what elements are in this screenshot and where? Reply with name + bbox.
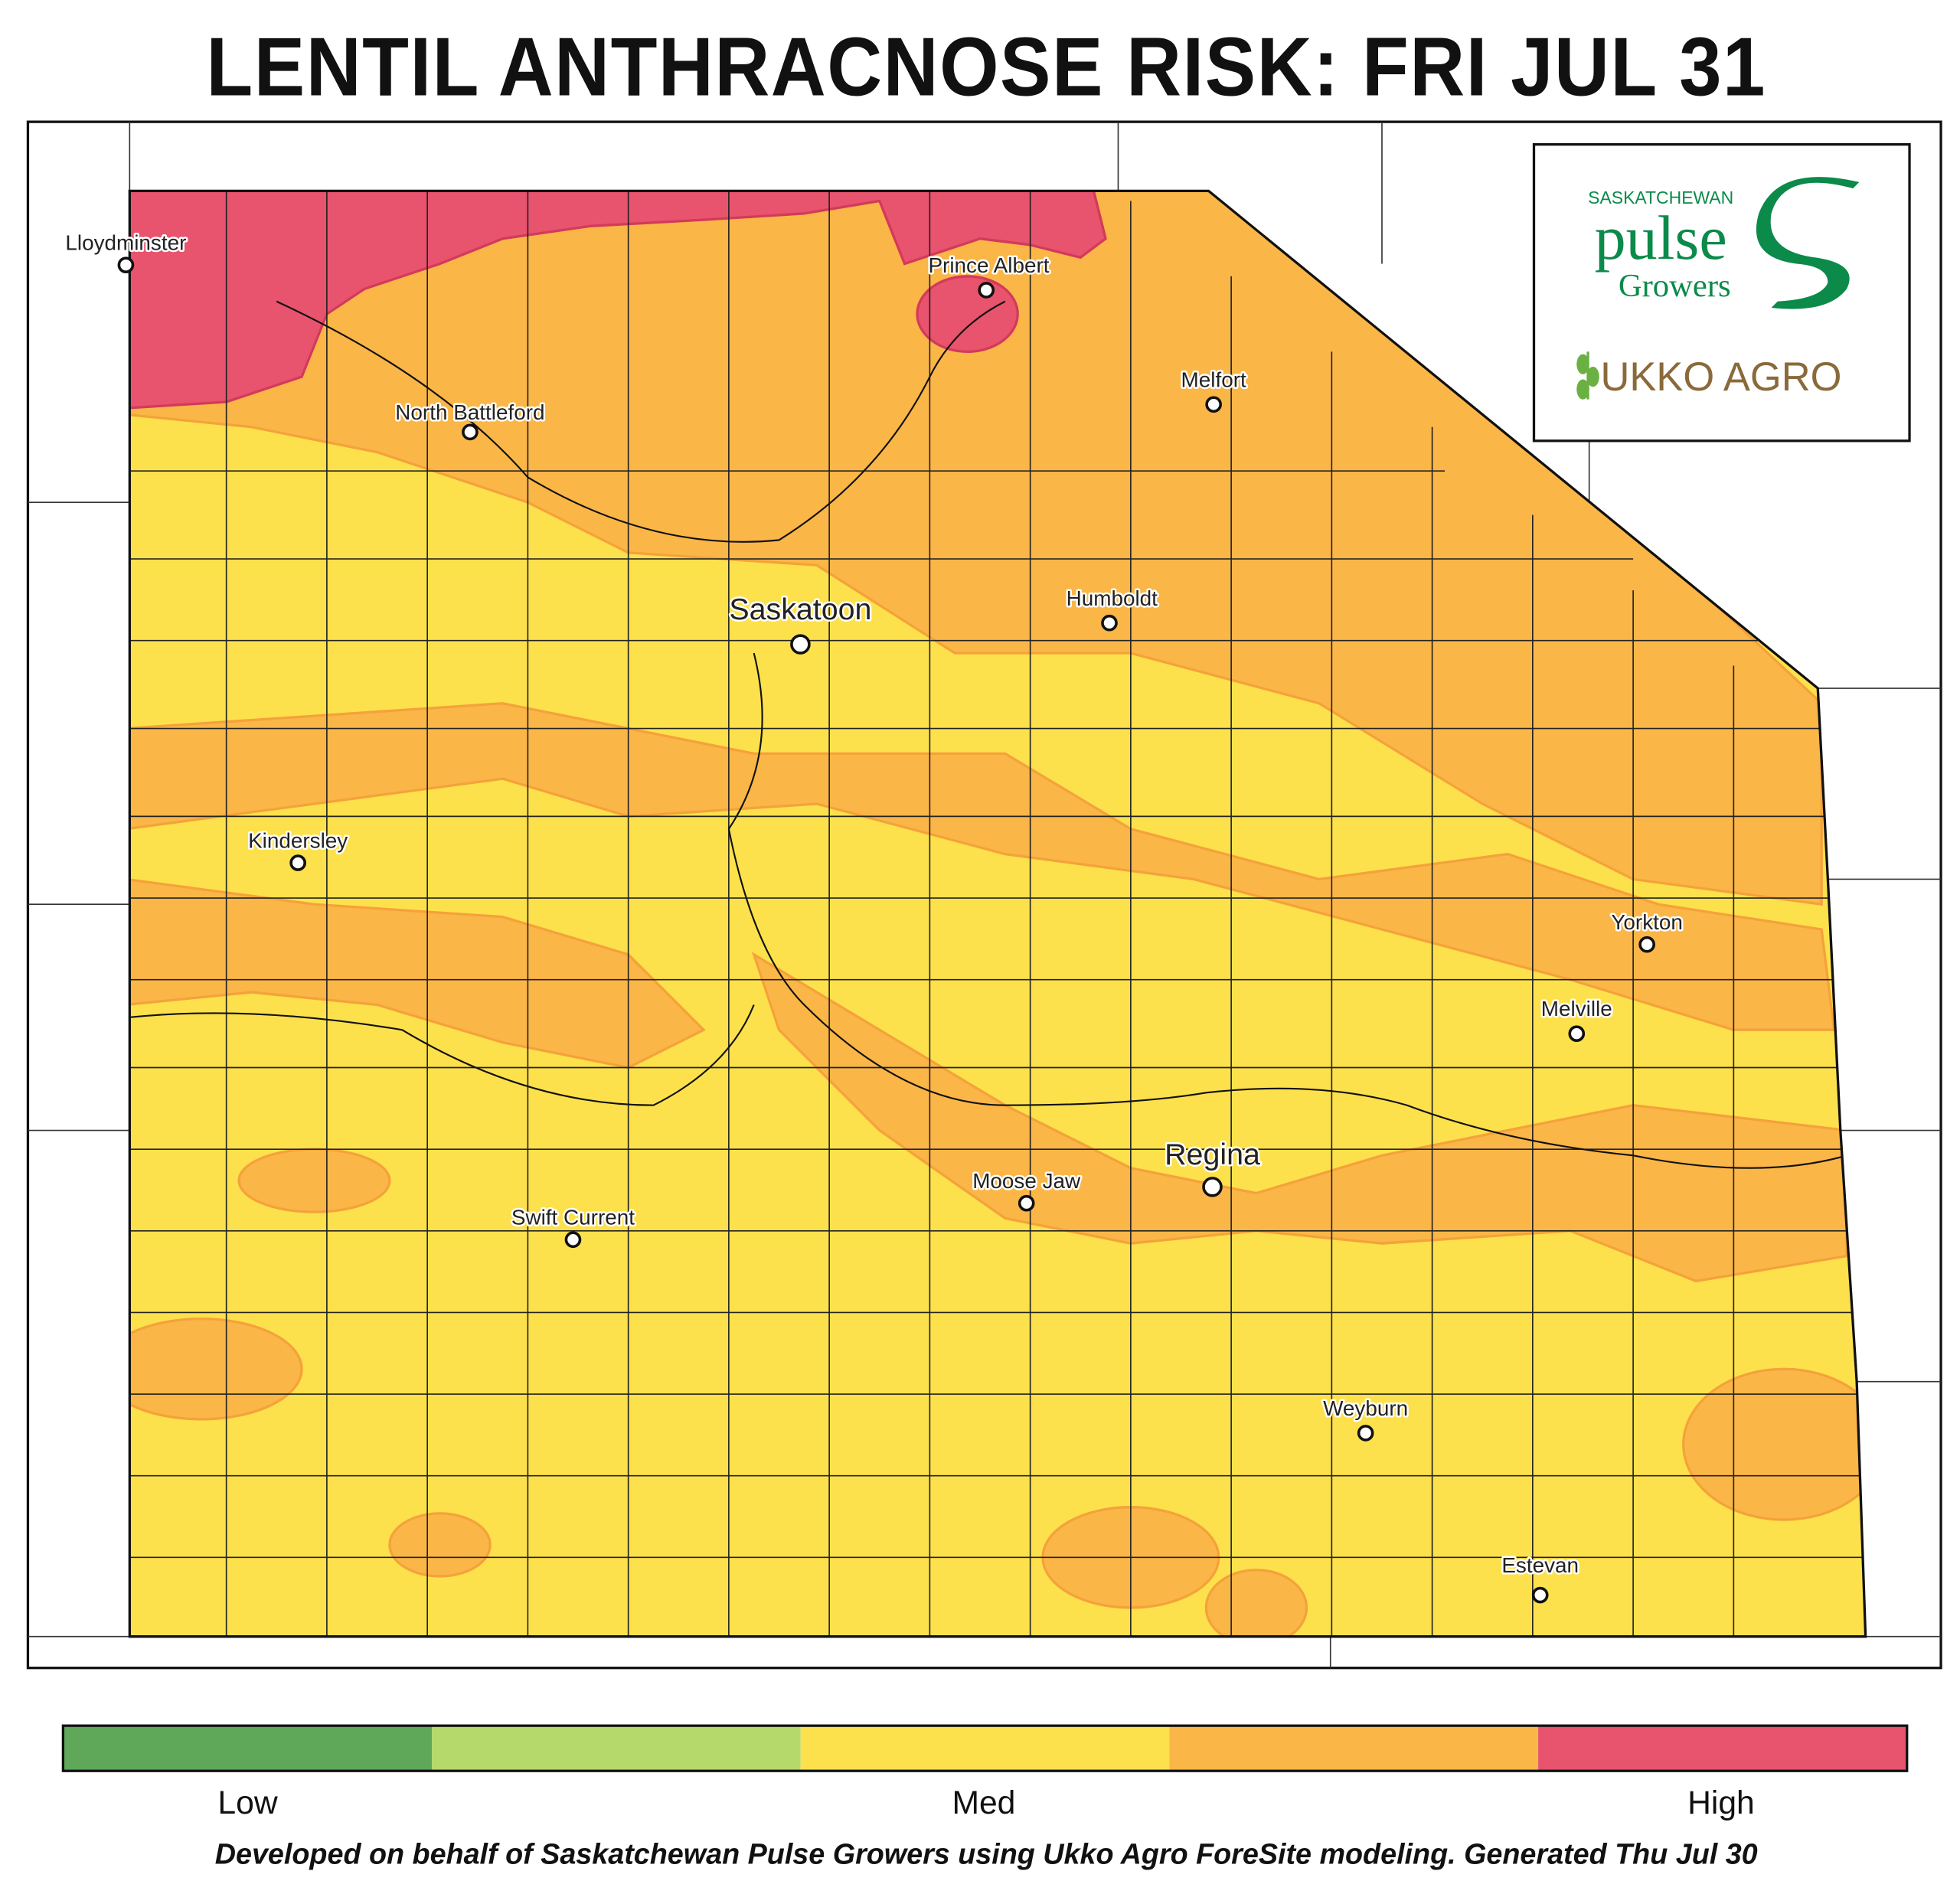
title: LENTIL ANTHRACNOSE RISK: FRI JUL 31: [206, 21, 1766, 114]
city-label: Moose Jaw: [972, 1169, 1081, 1193]
city-dot: [289, 854, 306, 871]
city-dot: [1531, 1586, 1549, 1604]
logo-line3: Growers: [1619, 268, 1731, 304]
city-dot: [1357, 1425, 1374, 1442]
qu-appelle-river: [727, 652, 1847, 1169]
logo-box: SASKATCHEWAN pulse Growers UKKO AGRO: [1532, 143, 1911, 442]
city-dot: [462, 423, 479, 441]
legend-label: Med: [952, 1785, 1015, 1821]
city-dot: [564, 1231, 582, 1249]
city-label: Humboldt: [1067, 586, 1158, 610]
ukko-icon: [1576, 351, 1599, 400]
legend-swatch: [432, 1726, 801, 1772]
legend-label: High: [1687, 1785, 1755, 1821]
city-label: North Battleford: [395, 400, 544, 424]
footer: Developed on behalf of Saskatchewan Puls…: [215, 1838, 1758, 1870]
city-label: Swift Current: [511, 1206, 635, 1229]
city-label: Melfort: [1181, 367, 1246, 391]
risk-med-high: [129, 191, 1866, 1637]
municipal-boundaries: [129, 191, 1866, 1637]
city-dot: [1101, 614, 1118, 632]
city-label: Weyburn: [1323, 1396, 1408, 1420]
city-dot: [978, 282, 995, 299]
city-dot: [1018, 1194, 1035, 1212]
city-label: Melville: [1541, 997, 1612, 1020]
city-label: Yorkton: [1611, 910, 1683, 934]
cities: Lloydminster Prince Albert Melfort North Ba…: [64, 229, 1684, 1604]
city-dot: [1568, 1025, 1586, 1043]
city-dot: [1202, 1177, 1223, 1197]
legend: Low Med High: [61, 1724, 1909, 1821]
city-label: Kindersley: [248, 828, 348, 852]
city-dot: [1638, 936, 1655, 953]
logo-line2: pulse: [1595, 203, 1727, 273]
south-river: [129, 1004, 755, 1106]
city-label: Estevan: [1501, 1553, 1579, 1577]
logo-mark: [1756, 177, 1860, 309]
city-label: Regina: [1165, 1138, 1260, 1171]
logo-partner: UKKO AGRO: [1600, 354, 1841, 400]
city-dot: [1205, 396, 1222, 413]
logo-line1: SASKATCHEWAN: [1588, 188, 1733, 207]
legend-label: Low: [217, 1785, 277, 1821]
legend-frame: [61, 1724, 1909, 1772]
city-label: Prince Albert: [928, 253, 1049, 277]
legend-swatch: [63, 1726, 433, 1772]
city-label: Saskatoon: [729, 593, 871, 626]
legend-swatch: [1169, 1726, 1539, 1772]
north-river: [276, 300, 1006, 543]
city-dot: [790, 634, 811, 655]
province-outline: [128, 189, 1867, 1638]
legend-swatch: [1538, 1726, 1907, 1772]
city-label: Lloydminster: [65, 230, 186, 254]
city-dot: [117, 256, 135, 273]
logo-frame: [1532, 143, 1911, 442]
legend-swatch: [800, 1726, 1170, 1772]
